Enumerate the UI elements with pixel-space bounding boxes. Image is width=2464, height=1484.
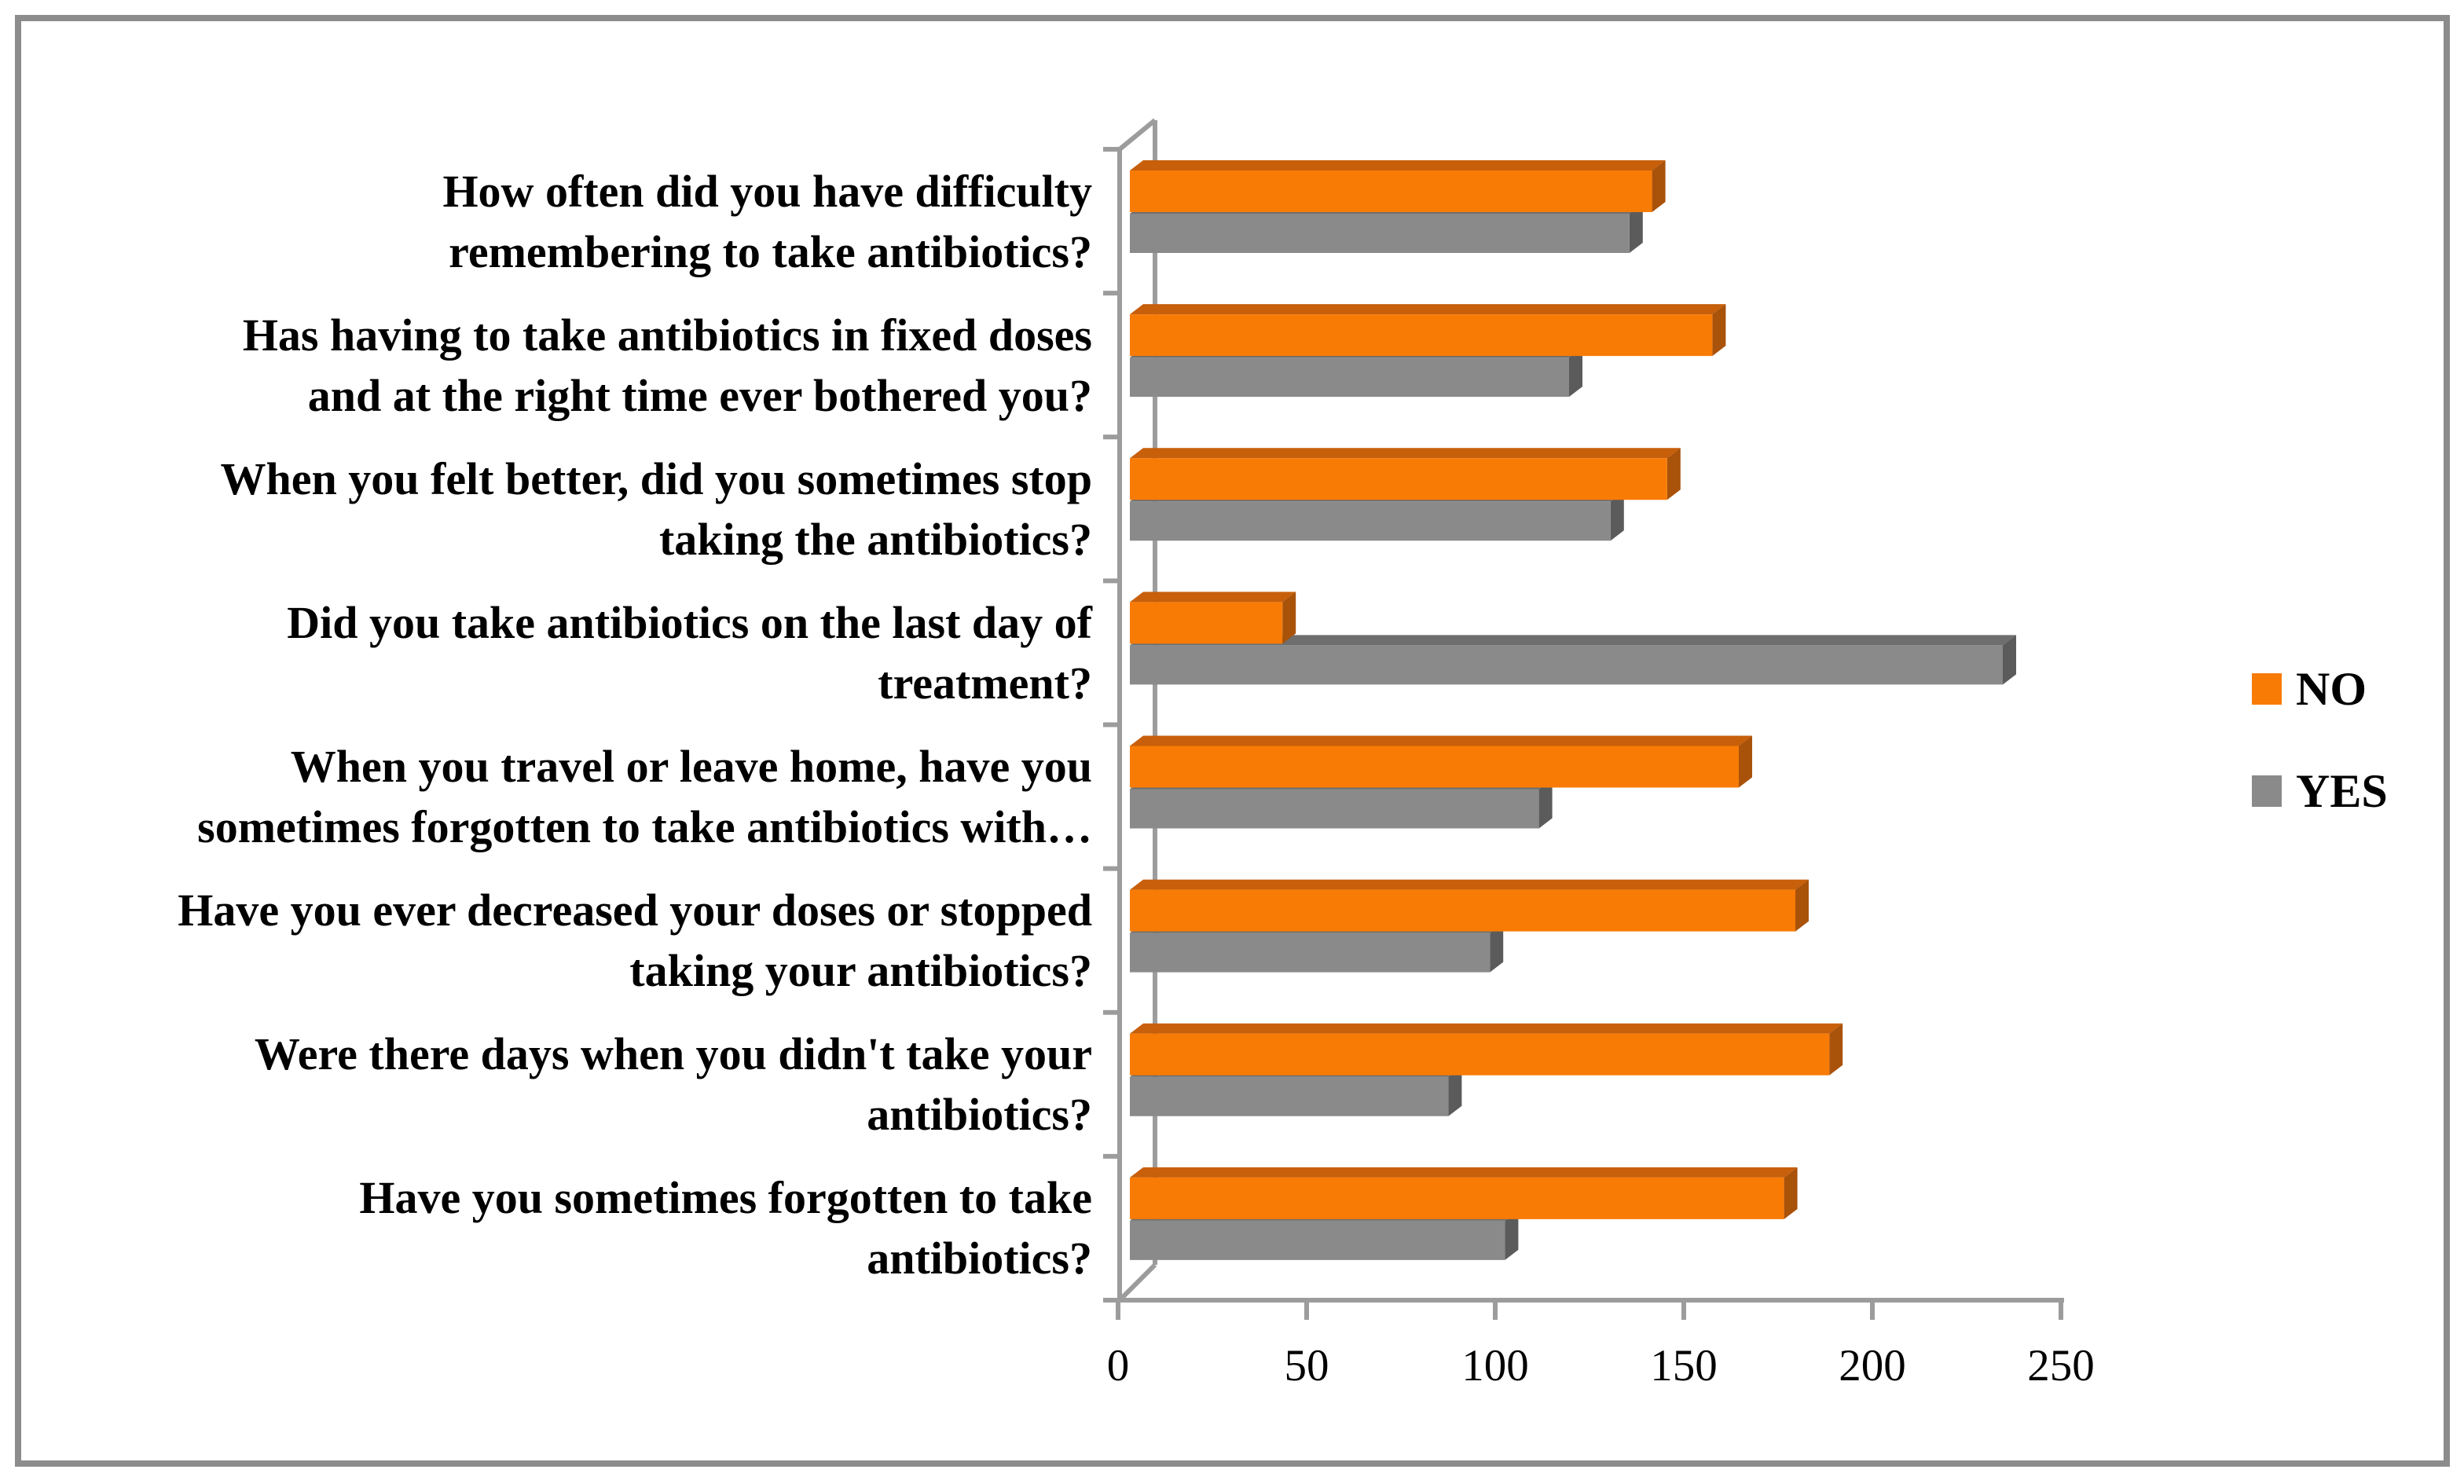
value-tick-label-2: 100 [1461,1341,1529,1391]
legend-item-no: NO [2252,665,2367,713]
bar-no-0 [1130,160,1666,212]
wall-bottom-diagonal [1117,1262,1157,1303]
bar-no-4 [1130,735,1752,788]
value-tick-label-4: 200 [1839,1341,1906,1391]
category-label-0: How often did you have difficulty rememb… [442,165,1092,277]
value-tick-label-3: 150 [1650,1341,1718,1391]
bar-no-6 [1130,1023,1843,1075]
legend-item-yes: YES [2252,768,2388,815]
legend-label-yes: YES [2296,765,2388,817]
category-label-5: Have you ever decreased your doses or st… [178,885,1092,997]
bar-yes-3 [1130,635,2016,685]
bar-no-2 [1130,448,1681,500]
value-tick-label-1: 50 [1284,1341,1329,1391]
category-label-3: Did you take antibiotics on the last day… [287,596,1092,709]
legend-swatch-no-icon [2252,673,2282,705]
wall-top-diagonal [1118,118,1157,152]
category-label-4: When you travel or leave home, have you … [197,741,1092,853]
legend-swatch-yes-icon [2252,775,2282,807]
category-label-1: Has having to take antibiotics in fixed … [242,309,1092,421]
value-tick-label-5: 250 [2027,1341,2095,1391]
value-tick-label-0: 0 [1106,1341,1130,1391]
category-label-2: When you felt better, did you sometimes … [220,453,1092,565]
bar-no-3 [1130,592,1296,644]
bar-no-5 [1130,879,1809,932]
bar-no-7 [1130,1167,1798,1219]
legend-label-no: NO [2296,663,2367,715]
category-label-7: Have you sometimes forgotten to take ant… [359,1172,1092,1284]
bar-no-1 [1130,304,1726,357]
category-label-6: Were there days when you didn't take you… [254,1028,1092,1141]
